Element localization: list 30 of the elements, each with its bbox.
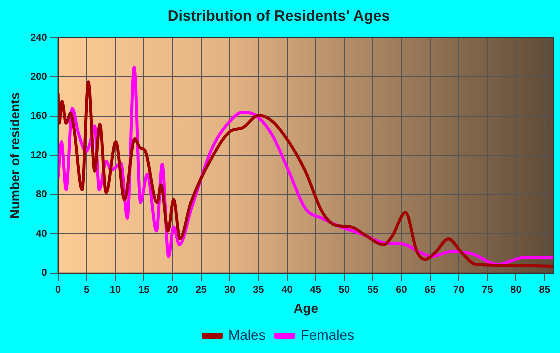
- y-tick-label: 200: [30, 72, 48, 83]
- x-tick-label: 80: [510, 285, 522, 296]
- y-tick-label: 0: [42, 268, 48, 280]
- x-tick-label: 45: [310, 285, 322, 296]
- x-tick-label: 40: [282, 285, 294, 296]
- x-tick-label: 65: [424, 285, 436, 296]
- x-tick-label: 15: [138, 285, 150, 296]
- y-tick-label: 160: [30, 111, 48, 122]
- y-axis-title: Number of residents: [7, 92, 22, 219]
- legend-label: Males: [228, 326, 266, 343]
- x-tick-label: 35: [253, 285, 265, 296]
- chart-title: Distribution of Residents' Ages: [168, 8, 390, 26]
- y-tick-label: 240: [30, 32, 48, 44]
- x-tick-label: 25: [196, 285, 208, 296]
- x-tick-label: 20: [167, 285, 179, 296]
- y-tick-label: 80: [36, 190, 48, 201]
- x-tick-label: 60: [396, 285, 408, 296]
- x-tick-label: 5: [84, 285, 90, 296]
- x-tick-label: 85: [539, 285, 551, 296]
- y-tick-label: 120: [30, 150, 48, 162]
- x-tick-label: 50: [338, 285, 350, 296]
- x-tick-label: 30: [224, 285, 236, 296]
- x-tick-label: 55: [368, 285, 380, 296]
- x-tick-label: 70: [453, 285, 465, 296]
- y-tick-label: 40: [36, 228, 48, 240]
- x-axis-title: Age: [294, 300, 318, 316]
- x-tick-label: 10: [110, 285, 122, 296]
- x-tick-label: 75: [482, 285, 494, 296]
- x-tick-label: 0: [56, 285, 62, 296]
- legend-label: Females: [300, 326, 355, 343]
